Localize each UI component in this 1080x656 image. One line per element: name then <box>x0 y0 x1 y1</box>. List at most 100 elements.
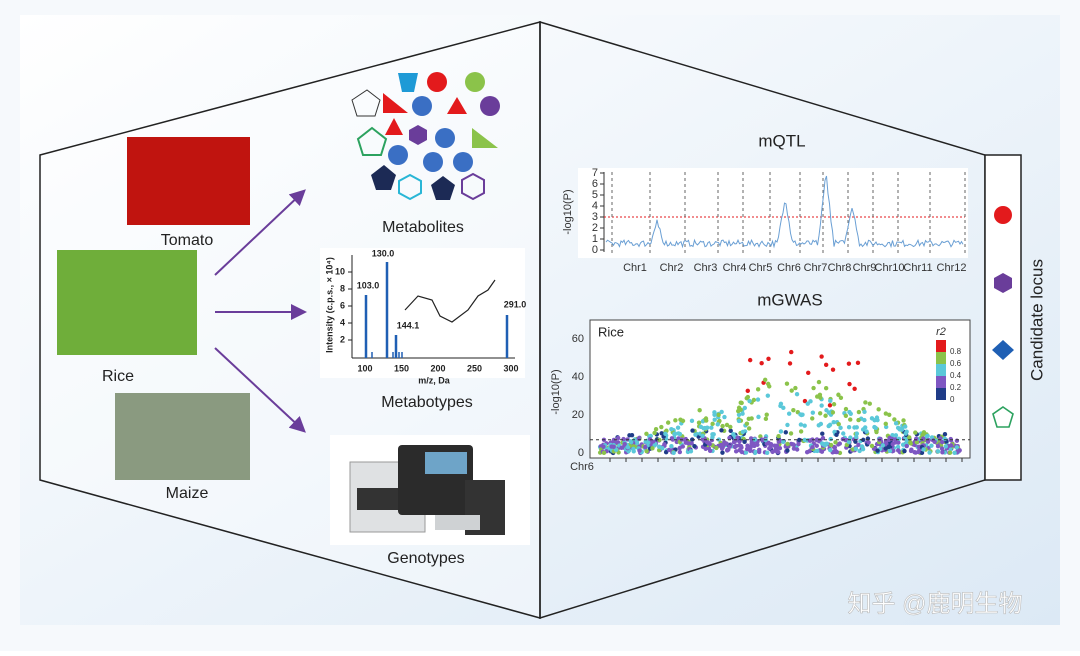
snp <box>663 449 669 455</box>
panel-label: Rice <box>598 324 624 339</box>
snp <box>778 401 784 406</box>
snp <box>745 394 751 400</box>
snp <box>823 385 829 391</box>
y-tick-label: 6 <box>592 178 598 190</box>
chr-label: Chr4 <box>723 262 747 274</box>
metabolite-shape <box>431 176 455 200</box>
snp <box>860 446 866 452</box>
snp <box>828 398 833 404</box>
snp <box>952 450 957 456</box>
snp <box>904 443 909 449</box>
snp <box>889 436 895 442</box>
y-tick-label: 8 <box>340 283 345 293</box>
y-tick-label: 10 <box>335 266 345 276</box>
snp <box>712 417 717 422</box>
snp <box>887 412 892 417</box>
y-tick-label: 5 <box>592 189 598 201</box>
species-label: Maize <box>166 485 209 502</box>
snp <box>808 399 813 404</box>
snp <box>676 431 681 436</box>
snp <box>954 445 960 450</box>
chr-label: Chr1 <box>623 262 647 274</box>
metabolite-shape <box>480 96 500 116</box>
snp <box>722 414 727 420</box>
snp <box>738 407 743 412</box>
snp <box>746 416 751 421</box>
snp <box>948 447 953 452</box>
snp <box>919 450 925 456</box>
metabolite-shape <box>427 72 447 92</box>
snp <box>791 407 796 413</box>
axis-label: -log10(P) <box>550 369 562 414</box>
snp <box>836 421 841 427</box>
snp <box>856 409 862 415</box>
snp <box>790 442 795 447</box>
snp <box>692 443 697 449</box>
chr-label: Chr7 <box>804 262 828 274</box>
metabolite-shape <box>351 89 381 117</box>
snp <box>887 448 893 454</box>
snp <box>663 431 668 437</box>
mgwas-content: 0 20 40 60 0.8 0.6 0.4 0.2 0 <box>572 333 970 462</box>
snp <box>895 448 901 453</box>
snp <box>659 424 664 430</box>
metabolite-shape <box>409 125 427 145</box>
snp <box>810 410 816 415</box>
snp <box>848 417 853 422</box>
peaks: 2 4 6 8 10 100 150 200 250 300 103.0 130.0 144.1 291.… <box>335 248 526 373</box>
snp <box>831 419 836 425</box>
y-tick-label: 20 <box>572 409 584 421</box>
snp <box>656 448 662 453</box>
snp <box>669 444 674 449</box>
snp <box>665 420 671 425</box>
snp <box>715 422 720 427</box>
snp <box>652 430 657 436</box>
snp <box>957 448 962 453</box>
watermark: 知乎 @鹿明生物 <box>847 590 1022 617</box>
snp <box>650 446 655 451</box>
snp <box>874 429 879 435</box>
snp <box>867 401 872 406</box>
snp <box>759 360 764 366</box>
snp <box>764 450 770 456</box>
snp <box>806 370 811 376</box>
snp <box>875 448 880 453</box>
snp <box>740 411 745 416</box>
output-label: Metabotypes <box>381 394 473 411</box>
peak-label: 144.1 <box>397 320 420 330</box>
snp <box>883 446 888 451</box>
plot-title: mGWAS <box>757 290 822 309</box>
snp <box>753 449 758 455</box>
molecule <box>404 279 496 323</box>
snp <box>847 381 852 387</box>
peak-label: 130.0 <box>372 248 395 258</box>
snp <box>757 449 762 455</box>
snp <box>901 418 906 423</box>
output-label: Metabolites <box>382 219 464 236</box>
spectrum: 2 4 6 8 10 100 150 200 250 300 103.0 130.0 144.1 291.… <box>320 248 526 385</box>
snp <box>908 441 914 446</box>
snp <box>601 450 607 456</box>
snp <box>781 405 786 411</box>
snp <box>869 443 875 449</box>
rice-image <box>57 250 197 355</box>
snp <box>830 367 836 372</box>
metabolite-shape <box>385 118 403 135</box>
snp <box>907 435 912 440</box>
snp <box>778 429 784 434</box>
snp <box>696 420 702 425</box>
snp <box>897 427 902 432</box>
snp <box>947 450 953 455</box>
snp <box>883 421 888 427</box>
snp <box>856 442 861 448</box>
chr-label: Chr6 <box>777 262 801 274</box>
snp <box>942 436 948 442</box>
arrow <box>214 189 306 276</box>
snp <box>656 444 662 449</box>
snp <box>817 411 823 416</box>
x-tick-label: 200 <box>430 363 445 373</box>
y-tick-label: 2 <box>340 334 345 344</box>
snp <box>747 398 752 404</box>
snp <box>763 416 769 422</box>
snp <box>856 417 861 423</box>
